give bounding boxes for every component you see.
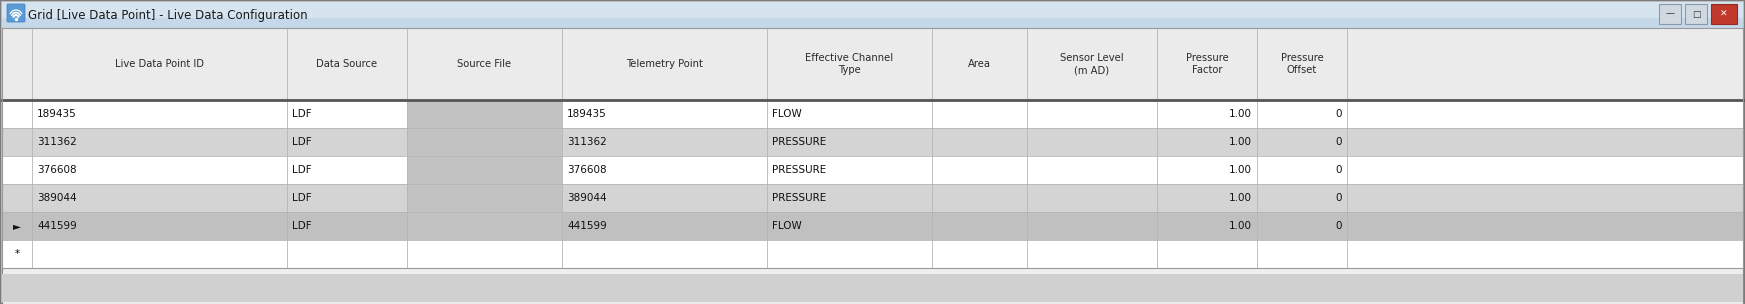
Bar bbox=[2, 156, 1743, 184]
FancyBboxPatch shape bbox=[7, 4, 24, 22]
Bar bbox=[2, 2, 1743, 28]
Bar bbox=[2, 100, 1743, 128]
Bar bbox=[407, 128, 562, 156]
Bar bbox=[2, 240, 1743, 268]
Text: Telemetry Point: Telemetry Point bbox=[626, 59, 703, 69]
Text: —: — bbox=[1665, 9, 1675, 19]
Text: 311362: 311362 bbox=[37, 137, 77, 147]
Text: 441599: 441599 bbox=[567, 221, 607, 231]
Bar bbox=[2, 18, 1743, 28]
Text: Sensor Level
(m AD): Sensor Level (m AD) bbox=[1061, 53, 1124, 75]
Text: *: * bbox=[14, 249, 19, 259]
Text: LDF: LDF bbox=[291, 165, 312, 175]
Text: LDF: LDF bbox=[291, 193, 312, 203]
Text: PRESSURE: PRESSURE bbox=[771, 137, 825, 147]
Text: Area: Area bbox=[968, 59, 991, 69]
Text: Pressure
Factor: Pressure Factor bbox=[1185, 53, 1228, 75]
FancyBboxPatch shape bbox=[1659, 4, 1680, 24]
Bar bbox=[407, 156, 562, 184]
Text: □: □ bbox=[1691, 9, 1700, 19]
Bar bbox=[2, 274, 1743, 302]
Text: 389044: 389044 bbox=[567, 193, 607, 203]
Text: 0: 0 bbox=[1335, 137, 1342, 147]
Text: 1.00: 1.00 bbox=[1228, 109, 1251, 119]
Text: ✕: ✕ bbox=[1721, 9, 1728, 19]
Text: 189435: 189435 bbox=[567, 109, 607, 119]
FancyBboxPatch shape bbox=[1712, 4, 1736, 24]
Bar bbox=[2, 184, 1743, 212]
Text: ►: ► bbox=[12, 221, 21, 231]
Text: 1.00: 1.00 bbox=[1228, 221, 1251, 231]
Text: Data Source: Data Source bbox=[316, 59, 377, 69]
Text: 1.00: 1.00 bbox=[1228, 193, 1251, 203]
Text: 376608: 376608 bbox=[567, 165, 607, 175]
Text: 441599: 441599 bbox=[37, 221, 77, 231]
Bar bbox=[2, 28, 1743, 100]
Text: FLOW: FLOW bbox=[771, 221, 801, 231]
Text: Pressure
Offset: Pressure Offset bbox=[1281, 53, 1323, 75]
Text: LDF: LDF bbox=[291, 137, 312, 147]
Text: 1.00: 1.00 bbox=[1228, 165, 1251, 175]
Text: 311362: 311362 bbox=[567, 137, 607, 147]
Text: 376608: 376608 bbox=[37, 165, 77, 175]
Text: 0: 0 bbox=[1335, 193, 1342, 203]
Text: 389044: 389044 bbox=[37, 193, 77, 203]
Text: LDF: LDF bbox=[291, 221, 312, 231]
Text: Grid [Live Data Point] - Live Data Configuration: Grid [Live Data Point] - Live Data Confi… bbox=[28, 9, 307, 22]
Text: PRESSURE: PRESSURE bbox=[771, 193, 825, 203]
Text: FLOW: FLOW bbox=[771, 109, 801, 119]
Text: Effective Channel
Type: Effective Channel Type bbox=[806, 53, 893, 75]
Text: 1.00: 1.00 bbox=[1228, 137, 1251, 147]
Text: Source File: Source File bbox=[457, 59, 511, 69]
Text: Live Data Point ID: Live Data Point ID bbox=[115, 59, 204, 69]
Text: PRESSURE: PRESSURE bbox=[771, 165, 825, 175]
Bar bbox=[2, 128, 1743, 156]
Bar bbox=[407, 100, 562, 128]
FancyBboxPatch shape bbox=[1686, 4, 1707, 24]
Text: 0: 0 bbox=[1335, 221, 1342, 231]
Bar bbox=[2, 212, 1743, 240]
Bar bbox=[2, 28, 1743, 268]
Bar bbox=[407, 184, 562, 212]
Text: LDF: LDF bbox=[291, 109, 312, 119]
Text: 0: 0 bbox=[1335, 109, 1342, 119]
Bar bbox=[407, 212, 562, 240]
Text: 189435: 189435 bbox=[37, 109, 77, 119]
Text: 0: 0 bbox=[1335, 165, 1342, 175]
